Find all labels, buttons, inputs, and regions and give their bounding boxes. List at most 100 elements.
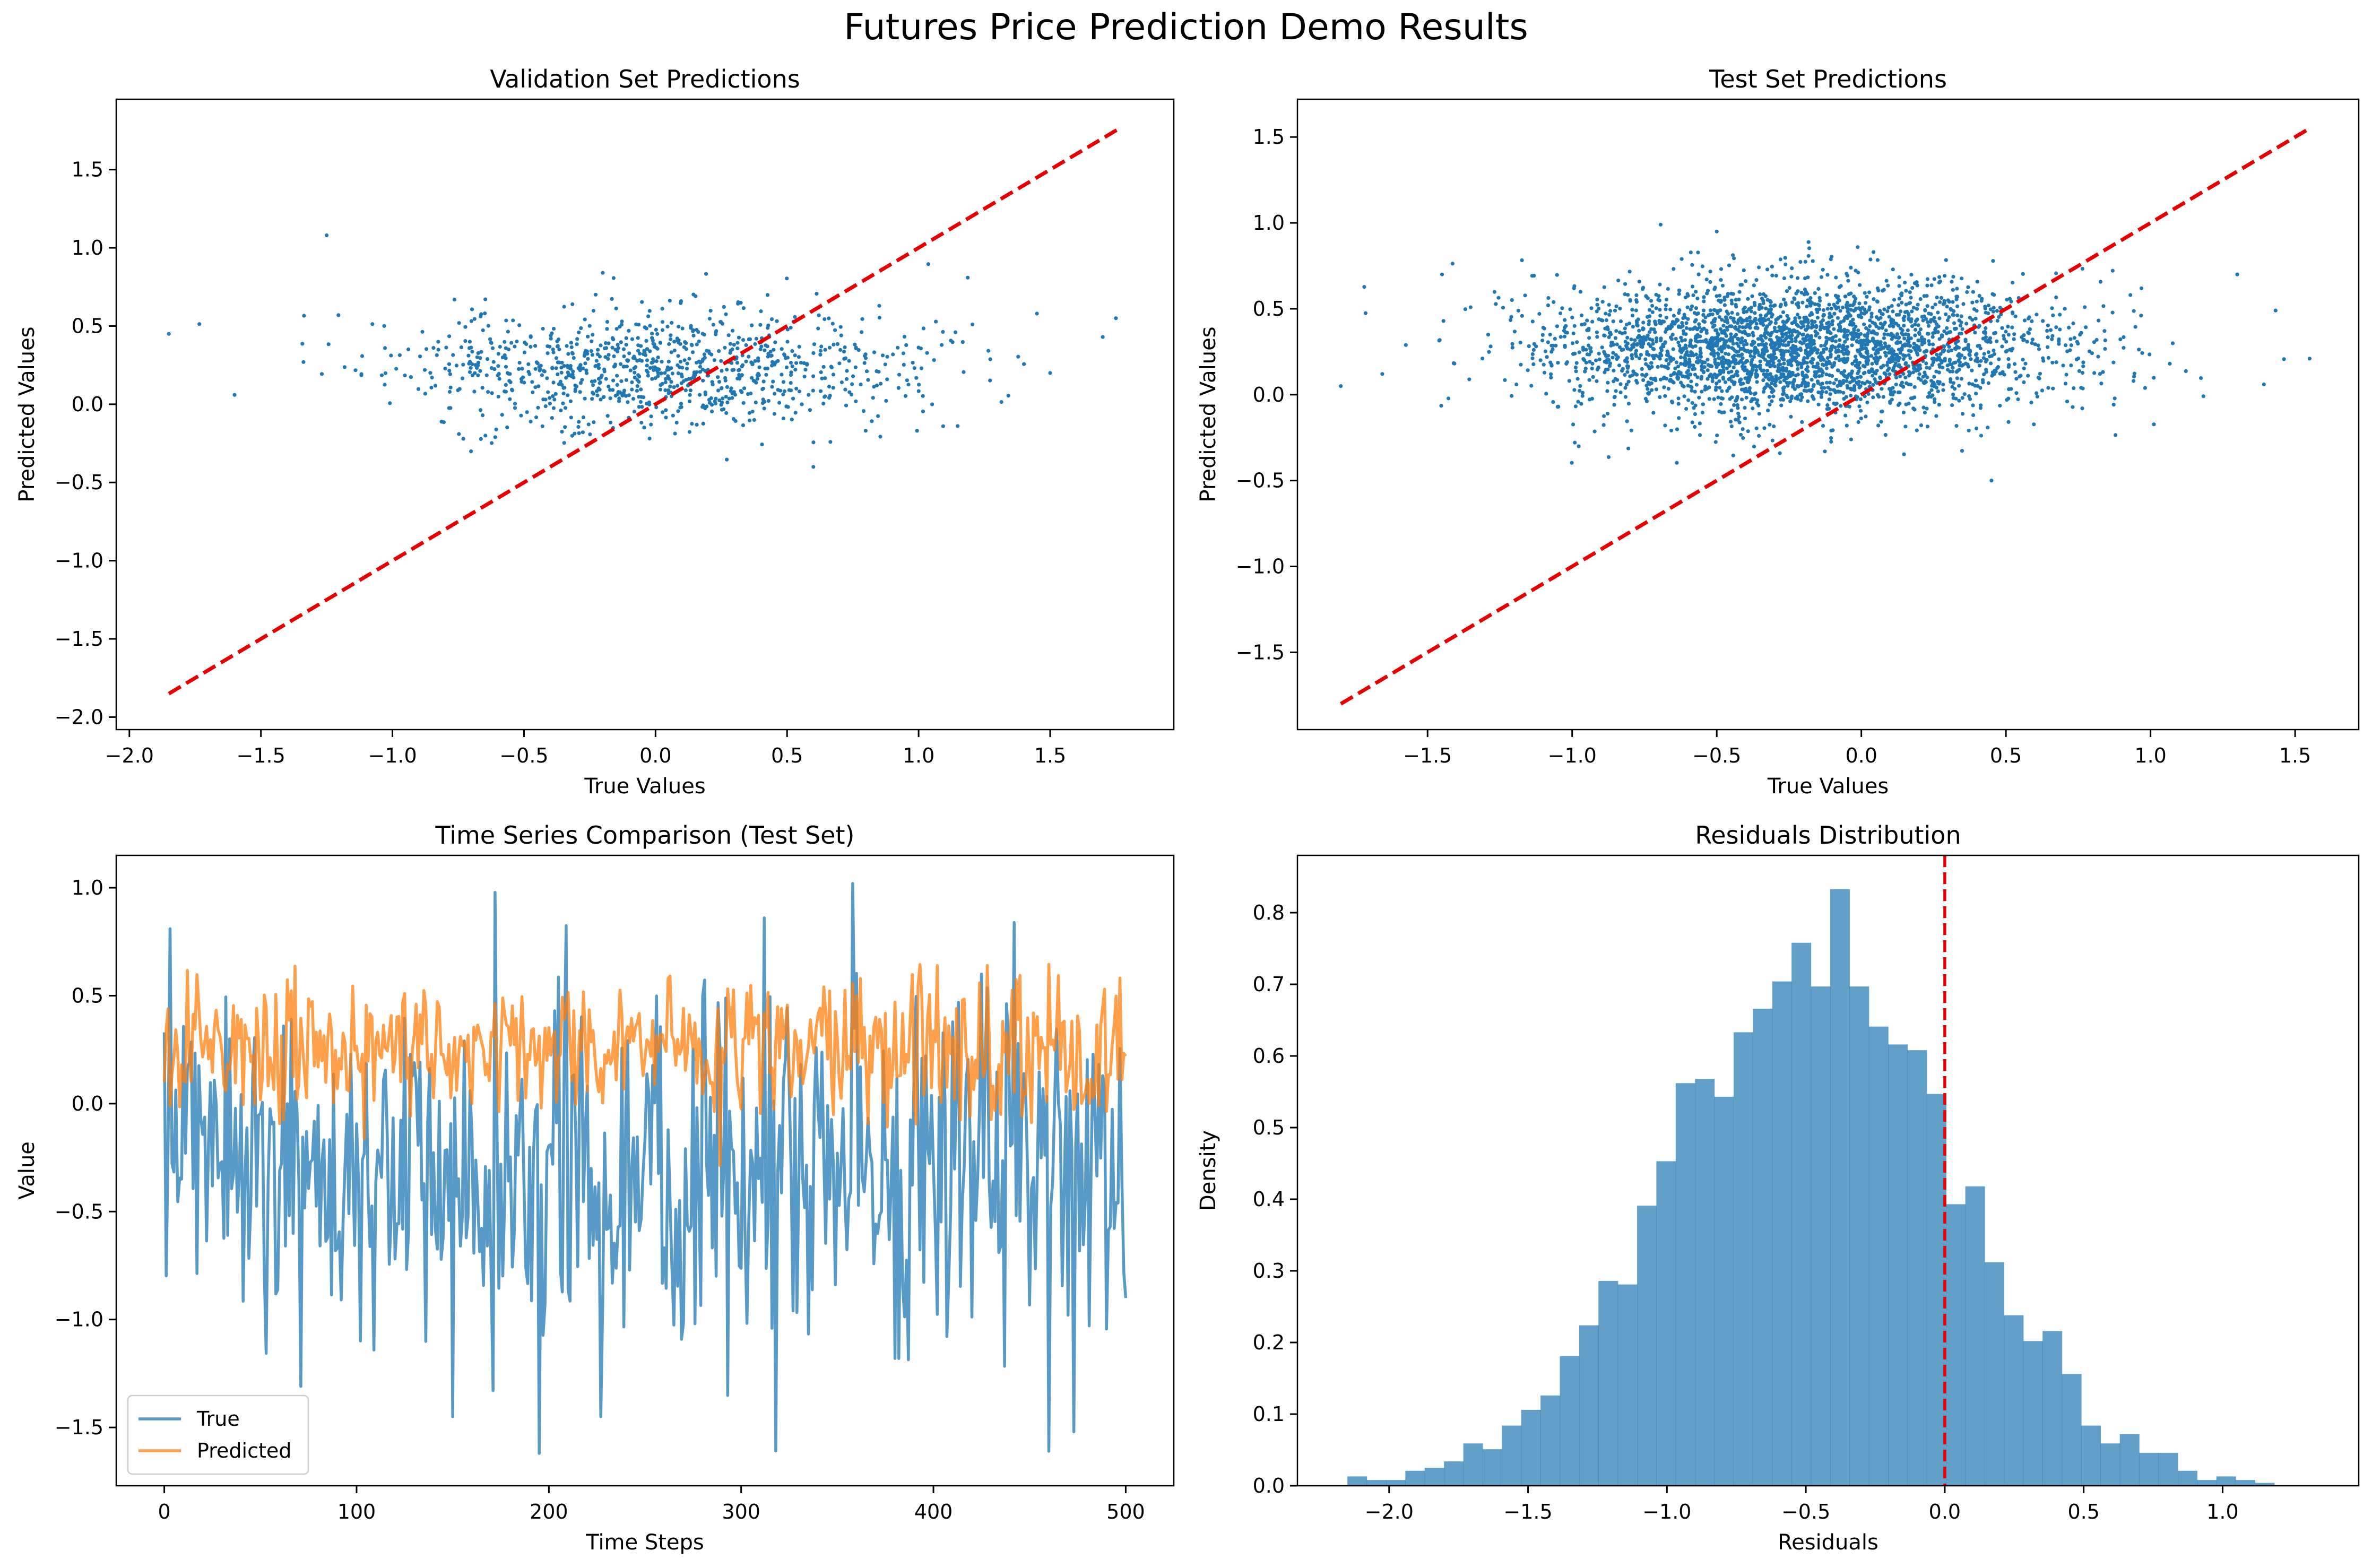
scatter-point — [1781, 392, 1785, 396]
scatter-point — [1981, 336, 1985, 341]
scatter-point — [926, 262, 930, 266]
scatter-point — [2026, 374, 2030, 378]
scatter-point — [1520, 314, 1524, 318]
scatter-point — [1664, 307, 1668, 311]
scatter-point — [1676, 396, 1681, 401]
scatter-point — [581, 366, 585, 370]
scatter-point — [1849, 320, 1854, 324]
scatter-point — [1646, 315, 1650, 319]
scatter-point — [708, 401, 712, 405]
scatter-point — [691, 292, 696, 297]
scatter-point — [637, 375, 642, 379]
scatter-point — [447, 362, 452, 366]
scatter-point — [845, 369, 849, 373]
scatter-point — [660, 307, 664, 311]
scatter-point — [640, 300, 644, 304]
histogram-bar — [1830, 889, 1850, 1486]
scatter-point — [1916, 323, 1920, 327]
scatter-point — [896, 386, 901, 390]
scatter-point — [1770, 315, 1774, 319]
scatter-point — [819, 389, 823, 393]
scatter-point — [1587, 378, 1591, 382]
scatter-point — [1986, 426, 1990, 430]
scatter-point — [1597, 357, 1601, 361]
scatter-point — [1846, 329, 1850, 333]
scatter-point — [637, 379, 641, 384]
scatter-point — [763, 348, 767, 352]
scatter-point — [2013, 314, 2018, 318]
scatter-point — [2148, 352, 2152, 357]
scatter-point — [838, 325, 843, 329]
scatter-point — [1785, 314, 1789, 318]
scatter-point — [1926, 320, 1930, 324]
scatter-point — [1509, 315, 1513, 319]
scatter-point — [1577, 444, 1581, 448]
scatter-point — [1754, 278, 1759, 282]
scatter-point — [1857, 332, 1862, 337]
scatter-point — [1852, 299, 1857, 304]
scatter-point — [1687, 359, 1692, 364]
scatter-point — [1878, 355, 1882, 360]
scatter-point — [1981, 356, 1986, 360]
scatter-point — [1671, 347, 1675, 351]
scatter-point — [1828, 392, 1832, 396]
x-tick-label: 1.0 — [2134, 744, 2166, 767]
scatter-point — [1978, 386, 1983, 390]
scatter-point — [654, 359, 659, 363]
scatter-point — [580, 378, 584, 382]
scatter-point — [476, 351, 480, 356]
scatter-point — [1717, 315, 1721, 319]
scatter-point — [645, 368, 649, 373]
scatter-point — [1850, 361, 1855, 366]
scatter-point — [1679, 335, 1683, 340]
scatter-point — [1924, 317, 1928, 321]
scatter-point — [1954, 370, 1959, 374]
scatter-point — [1913, 333, 1917, 337]
scatter-point — [1669, 373, 1673, 378]
scatter-point — [1591, 375, 1595, 379]
scatter-point — [1932, 277, 1936, 281]
scatter-point — [1833, 345, 1837, 350]
scatter-point — [1512, 330, 1517, 334]
scatter-point — [1763, 314, 1768, 318]
scatter-point — [541, 326, 545, 331]
scatter-point — [2098, 280, 2103, 284]
scatter-point — [536, 384, 541, 388]
scatter-point — [1644, 399, 1649, 403]
scatter-point — [732, 343, 736, 347]
scatter-point — [1745, 359, 1750, 363]
scatter-point — [325, 233, 329, 238]
scatter-point — [1841, 381, 1846, 385]
scatter-point — [690, 350, 695, 354]
scatter-point — [1832, 311, 1837, 316]
scatter-point — [1857, 301, 1862, 306]
scatter-point — [517, 361, 522, 365]
scatter-point — [1665, 358, 1669, 362]
scatter-point — [1603, 370, 1607, 375]
scatter-point — [626, 400, 630, 404]
scatter-point — [807, 393, 811, 397]
scatter-point — [517, 367, 521, 371]
scatter-point — [1729, 369, 1734, 374]
x-tick-label: −0.5 — [499, 744, 548, 767]
scatter-point — [1771, 361, 1776, 365]
scatter-point — [1641, 326, 1645, 331]
scatter-point — [1874, 315, 1878, 319]
scatter-point — [1934, 414, 1938, 418]
scatter-point — [1976, 344, 1980, 348]
scatter-point — [1634, 308, 1638, 313]
y-tick-label: −1.5 — [55, 1416, 103, 1439]
scatter-point — [510, 388, 515, 393]
scatter-point — [1767, 354, 1771, 358]
scatter-point — [1734, 298, 1738, 302]
scatter-point — [676, 409, 680, 413]
scatter-point — [722, 407, 726, 411]
scatter-point — [1871, 383, 1875, 387]
scatter-point — [542, 369, 546, 373]
scatter-point — [1712, 319, 1717, 324]
scatter-point — [737, 335, 741, 340]
scatter-point — [1698, 421, 1702, 426]
scatter-point — [1736, 328, 1740, 332]
x-tick-label: 1.0 — [2206, 1500, 2238, 1523]
scatter-point — [726, 333, 731, 337]
